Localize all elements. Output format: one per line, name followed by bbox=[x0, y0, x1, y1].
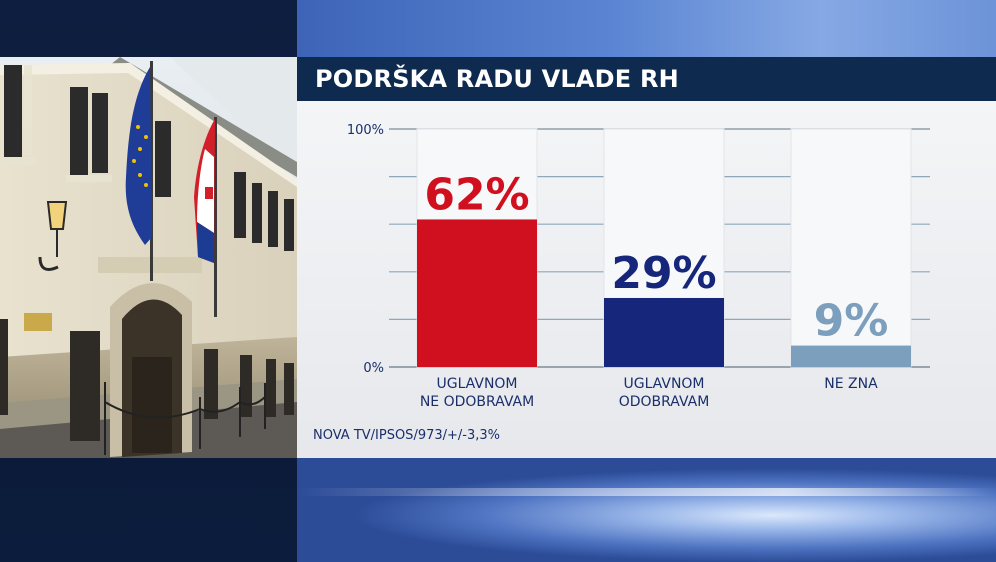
column-background bbox=[790, 128, 912, 368]
bottom-blue-band bbox=[297, 458, 996, 562]
bar bbox=[791, 345, 911, 367]
bar bbox=[604, 297, 724, 367]
chart-panel: 0% 100% 62% UGLAVNOM NE ODOBRAVAM 29% UGLAVNOM… bbox=[297, 101, 996, 458]
value-label: 9% bbox=[814, 296, 889, 347]
government-building-photo bbox=[0, 57, 297, 458]
bar bbox=[417, 219, 537, 367]
category-label: UGLAVNOM bbox=[436, 376, 517, 392]
y-tick-label: 100% bbox=[347, 123, 384, 138]
category-label: NE ZNA bbox=[824, 376, 878, 392]
bars bbox=[417, 219, 911, 367]
value-label: 62% bbox=[424, 169, 529, 220]
category-label: ODOBRAVAM bbox=[619, 394, 710, 410]
title-bar: PODRŠKA RADU VLADE RH bbox=[297, 57, 996, 103]
y-tick-label: 0% bbox=[363, 361, 384, 376]
building-illustration bbox=[0, 57, 297, 458]
bar-chart: 0% 100% 62% UGLAVNOM NE ODOBRAVAM 29% UGLAVNOM… bbox=[347, 123, 930, 410]
top-blue-band bbox=[297, 0, 996, 57]
chart-title: PODRŠKA RADU VLADE RH bbox=[315, 65, 679, 93]
category-label: NE ODOBRAVAM bbox=[420, 394, 534, 410]
labels: 0% 100% 62% UGLAVNOM NE ODOBRAVAM 29% UGLAVNOM… bbox=[347, 123, 889, 410]
value-label: 29% bbox=[611, 248, 716, 299]
source-note: NOVA TV/IPSOS/973/+/-3,3% bbox=[313, 428, 501, 443]
category-label: UGLAVNOM bbox=[623, 376, 704, 392]
